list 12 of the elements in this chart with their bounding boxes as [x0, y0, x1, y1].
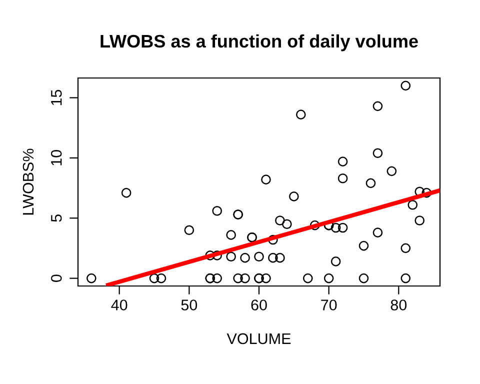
y-tick-label: 15 — [51, 90, 62, 106]
y-tick-label: 10 — [50, 150, 62, 166]
x-tick-label: 70 — [321, 300, 337, 310]
x-tick-label: 60 — [251, 300, 267, 310]
x-tick-label: 80 — [390, 300, 407, 310]
x-axis-title: VOLUME — [226, 333, 291, 344]
y-tick-label: 5 — [51, 214, 62, 222]
y-axis-title: LWOBS% — [22, 148, 34, 215]
x-tick-label: 50 — [181, 300, 198, 310]
x-tick-label: 40 — [111, 300, 128, 310]
y-tick-label: 0 — [50, 274, 62, 282]
chart-title: LWOBS as a function of daily volume — [100, 34, 418, 52]
